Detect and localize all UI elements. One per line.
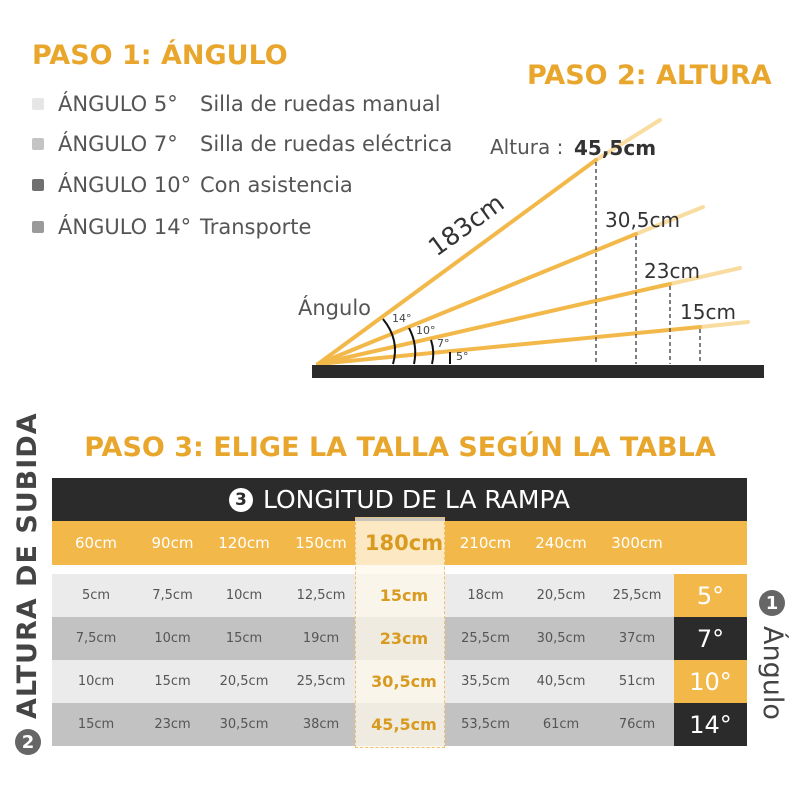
length-header-cell: 90cm — [151, 534, 194, 552]
angle-axis-label: Ángulo — [757, 626, 788, 720]
table-cell: 38cm — [302, 717, 340, 732]
table-cell: 45,5cm — [371, 715, 437, 734]
table-cell: 25,5cm — [461, 631, 510, 646]
angle-10-label: 10° — [416, 324, 436, 337]
ramp-line-14 — [316, 158, 598, 366]
legend-angle: ÁNGULO 5° — [58, 92, 178, 116]
table-header-label: LONGITUD DE LA RAMPA — [262, 485, 571, 514]
climb-height-axis: 2 ALTURA DE SUBIDA — [12, 412, 43, 755]
table-cell: 35,5cm — [461, 674, 510, 689]
legend-item: ÁNGULO 14° Transporte — [32, 215, 311, 239]
climb-height-label: ALTURA DE SUBIDA — [12, 412, 43, 719]
legend-use: Con asistencia — [200, 173, 353, 197]
table-cell: 15cm — [77, 717, 115, 732]
table-cell: 37cm — [618, 631, 656, 646]
color-swatch — [32, 179, 44, 191]
table-cell: 19cm — [302, 631, 340, 646]
ramp-line-5 — [316, 325, 702, 366]
table-cell: 25,5cm — [612, 588, 662, 603]
ramp-line-5-faded — [698, 320, 750, 329]
ground-bar — [312, 365, 764, 378]
legend-use: Silla de ruedas eléctrica — [200, 132, 453, 156]
color-swatch — [32, 138, 44, 150]
angle-label: Ángulo — [298, 296, 371, 320]
legend-angle: ÁNGULO 7° — [58, 132, 178, 156]
ramp-line-10-faded — [634, 205, 705, 236]
angle-14-label: 14° — [392, 312, 412, 325]
height-10: 30,5cm — [605, 208, 681, 232]
legend-use: Silla de ruedas manual — [200, 92, 441, 116]
table-cell: 15cm — [154, 674, 191, 689]
height-7: 23cm — [644, 259, 700, 283]
table-cell: 15cm — [225, 631, 263, 646]
table-cell: 61cm — [542, 717, 580, 732]
color-swatch — [32, 98, 44, 110]
table-row: 7,5cm 10cm 15cm 19cm 23cm 25,5cm 30,5cm 37cm 7° — [52, 617, 747, 660]
table-cell: 40,5cm — [536, 674, 586, 689]
angle-axis: 1 Ángulo — [757, 590, 788, 720]
legend-angle: ÁNGULO 14° — [58, 215, 192, 239]
angle-cell: 5° — [674, 574, 747, 617]
length-header-cell: 60cm — [75, 534, 117, 552]
legend-item: ÁNGULO 10° Con asistencia — [32, 173, 353, 197]
angle-cell: 10° — [674, 660, 747, 703]
angle-cell: 14° — [674, 703, 747, 746]
legend-use: Transporte — [200, 215, 312, 239]
table-cell: 23cm — [154, 717, 191, 732]
table-cell: 23cm — [379, 629, 429, 648]
ramp-line-7-faded — [668, 266, 742, 286]
angle-cell: 7° — [674, 617, 747, 660]
table-cell: 15cm — [379, 586, 429, 605]
table-cell: 51cm — [618, 674, 656, 689]
step3-title: PASO 3: ELIGE LA TALLA SEGÚN LA TABLA — [84, 432, 716, 463]
length-header-cell: 180cm — [364, 531, 444, 555]
table-cell: 20,5cm — [536, 588, 586, 603]
height-5: 15cm — [680, 300, 736, 324]
table-header: 3 LONGITUD DE LA RAMPA — [52, 478, 747, 521]
angle-5-label: 5° — [456, 350, 469, 363]
step-3-badge: 3 — [228, 487, 253, 512]
table-cell: 10cm — [154, 631, 191, 646]
table-cell: 30,5cm — [371, 672, 437, 691]
step-1-badge: 1 — [759, 590, 786, 616]
length-header-cell: 240cm — [535, 534, 587, 552]
length-header-cell: 150cm — [295, 534, 347, 552]
color-swatch — [32, 221, 44, 233]
angle-7-label: 7° — [437, 337, 450, 350]
legend-angle: ÁNGULO 10° — [58, 173, 192, 197]
height-14: 45,5cm — [574, 136, 657, 160]
table-cell: 20,5cm — [219, 674, 269, 689]
table-cell: 12,5cm — [296, 588, 346, 603]
legend-item: ÁNGULO 5° Silla de ruedas manual — [32, 92, 441, 116]
ramp-line-7 — [316, 282, 672, 366]
length-header-cell: 120cm — [218, 534, 270, 552]
table-cell: 25,5cm — [296, 674, 346, 689]
table-cell: 5cm — [81, 588, 111, 603]
length-header-cell: 210cm — [459, 534, 512, 552]
legend-item: ÁNGULO 7° Silla de ruedas eléctrica — [32, 132, 452, 156]
step-2-badge: 2 — [14, 729, 41, 755]
step2-title: PASO 2: ALTURA — [527, 60, 772, 91]
table-cell: 30,5cm — [219, 717, 269, 732]
length-header-cell: 300cm — [611, 534, 663, 552]
ramp-angle-diagram — [312, 118, 764, 378]
table-cell: 30,5cm — [536, 631, 586, 646]
highlight-column-180 — [355, 517, 445, 748]
table-cell: 10cm — [77, 674, 115, 689]
table-cell: 10cm — [225, 588, 263, 603]
table-cell: 7,5cm — [152, 588, 193, 603]
step1-title: PASO 1: ÁNGULO — [32, 40, 288, 71]
table-cell: 18cm — [467, 588, 504, 603]
ramp-line-10 — [316, 232, 638, 366]
table-cell: 7,5cm — [75, 631, 117, 646]
table-cell: 76cm — [618, 717, 656, 732]
table-cell: 53,5cm — [461, 717, 510, 732]
ramp-line-14-faded — [594, 118, 662, 162]
height-label: Altura : — [490, 135, 564, 159]
ramp-size-table: 3 LONGITUD DE LA RAMPA 60cm 90cm 120cm 150cm… — [52, 478, 747, 748]
